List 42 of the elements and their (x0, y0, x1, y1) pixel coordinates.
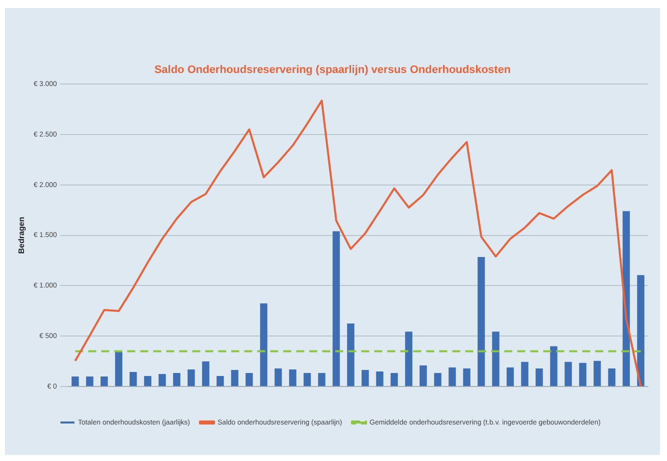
bar (478, 256, 485, 386)
bar (100, 376, 108, 386)
bar (536, 368, 543, 386)
bar (448, 367, 456, 386)
bar (637, 275, 644, 386)
bar (550, 346, 558, 386)
bar (492, 332, 500, 386)
chart-title: Saldo Onderhoudsreservering (spaarlijn) versus Onderhoudskosten (153, 64, 512, 76)
bar (405, 332, 412, 386)
bar (260, 303, 268, 386)
bar (130, 372, 137, 386)
y-axis-title: Bedragen (17, 216, 26, 254)
bar (115, 352, 122, 386)
bar (231, 370, 238, 386)
bar (434, 372, 442, 386)
bar (594, 360, 601, 386)
bar (506, 367, 514, 386)
bar (332, 231, 340, 386)
bar (579, 362, 586, 386)
bar (390, 372, 398, 386)
bar (463, 368, 470, 386)
bar (158, 374, 166, 386)
bar (86, 376, 94, 386)
bar (608, 368, 616, 386)
bar (347, 324, 354, 386)
bar (216, 376, 224, 386)
bar (362, 370, 369, 386)
bar (144, 376, 152, 386)
bar (622, 211, 630, 386)
bar (289, 369, 296, 386)
bar (188, 369, 195, 386)
bar (420, 365, 427, 386)
bar (274, 368, 282, 386)
bar (173, 372, 180, 386)
bar (304, 372, 311, 386)
bar (318, 372, 326, 386)
bar (564, 362, 572, 386)
bar (246, 372, 253, 386)
bar (72, 376, 79, 386)
bar (376, 371, 384, 386)
bar (202, 361, 210, 386)
bar (521, 362, 528, 386)
